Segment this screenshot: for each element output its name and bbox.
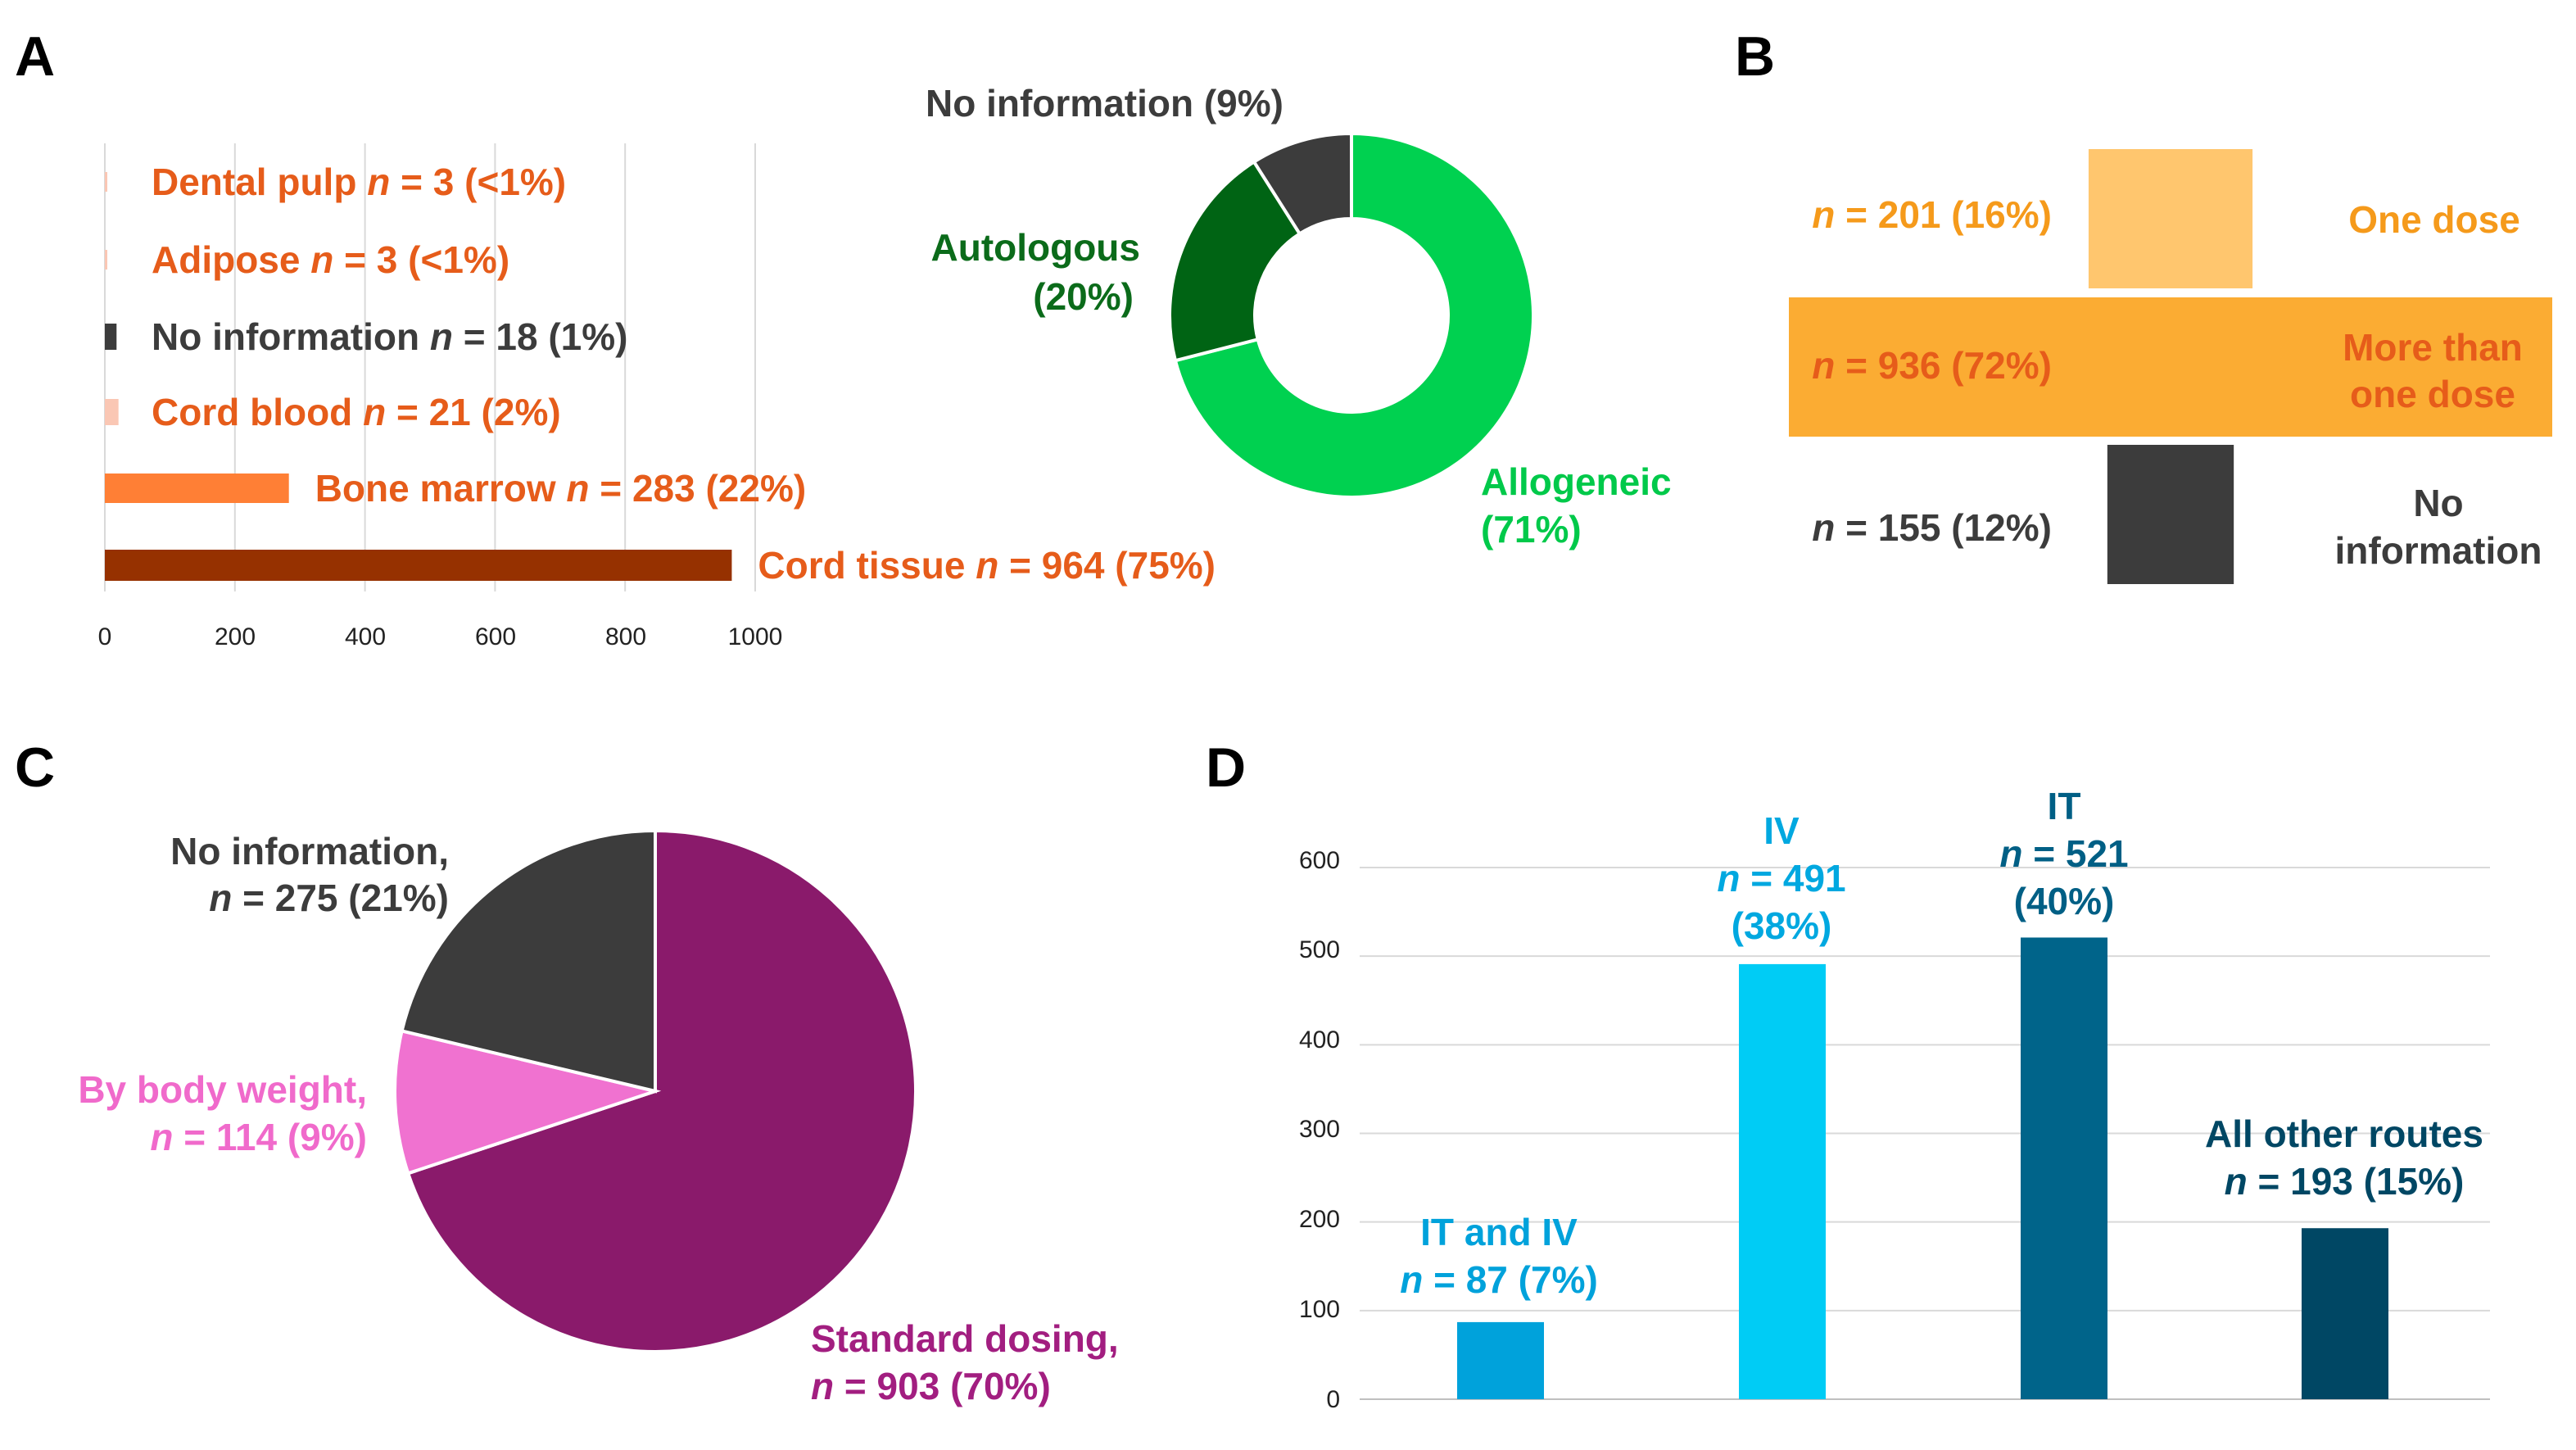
panel-a-donut-chart: No information (9%) Autologous (20%) All… [926,82,1672,551]
panel-a-gridlines [233,143,756,591]
panel-a-x-tick: 800 [605,623,646,650]
panel-d-count-it-and-iv: n = 87 (7%) [1400,1258,1598,1301]
panel-b-dose-funnel: n = 201 (16%) n = 936 (72%) n = 155 (12%… [1789,149,2552,584]
panel-d-count-iv: n = 491 [1717,857,1845,899]
panel-a-label-cord-tissue: Cord tissue n = 964 (75%) [758,544,1216,587]
panel-a-donut-slice-autologous [1168,159,1302,363]
panel-c-pie-slices [393,828,917,1353]
panel-b-count-more-than-one-dose: n = 936 (72%) [1812,344,2052,387]
panel-a-bar-bone-marrow [105,474,289,503]
panel-b-bar-more-than-one-dose [1789,297,2552,437]
panel-a-donut-slice-allogeneic [1173,131,1535,499]
panel-a-bar-chart: Dental pulp n = 3 (<1%) Adipose n = 3 (<… [98,143,1216,650]
panel-d-y-tick: 300 [1299,1116,1340,1143]
panel-b-count-one-dose: n = 201 (16%) [1812,193,2052,236]
panel-letter-b: B [1735,25,1775,88]
panel-d-label-all-other-routes: All other routes [2205,1112,2483,1155]
panel-d-bars [1457,937,2388,1399]
panel-a-x-tick: 200 [215,623,256,650]
panel-a-bar-cord-tissue [105,550,732,581]
panel-d-count-all-other-routes: n = 193 (15%) [2225,1160,2465,1203]
panel-a-x-tick: 600 [475,623,516,650]
panel-d-y-tick-labels: 0 100 200 300 400 500 600 [1299,847,1340,1413]
panel-d-y-tick: 400 [1299,1026,1340,1054]
panel-c-label-by-body-weight: By body weight, [78,1068,367,1111]
panel-b-label-more-than: More than [2343,326,2523,369]
panel-a-x-tick: 400 [345,623,386,650]
panel-c-count-no-information: n = 275 (21%) [209,877,449,919]
panel-d-label-iv: IV [1763,809,1800,852]
panel-d-bar-it-and-iv [1457,1321,1544,1399]
panel-c-count-standard-dosing: n = 903 (70%) [811,1365,1051,1407]
panel-b-bar-one-dose [2088,149,2253,288]
panel-a-donut-slice-no-information-9 [1252,131,1353,237]
panel-b-label-one-dose-2: one dose [2350,373,2515,415]
panel-letter-d: D [1206,736,1246,799]
panel-d-bar-it [2021,937,2107,1399]
panel-c-pie-slice-standard-dosing [405,828,917,1353]
panel-a-label-cord-blood: Cord blood n = 21 (2%) [152,391,561,433]
panel-a-bar-labels: Dental pulp n = 3 (<1%) Adipose n = 3 (<… [152,161,1216,587]
panel-a-label-dental-pulp: Dental pulp n = 3 (<1%) [152,161,566,203]
panel-d-label-it: IT [2048,785,2081,827]
panel-c-pie-chart: No information, n = 275 (21%) By body we… [78,828,1119,1407]
panel-c-label-standard-dosing: Standard dosing, [811,1317,1119,1360]
panel-a-bars [105,172,732,581]
panel-a-x-tick-labels: 0 200 400 600 800 1000 [98,623,783,650]
panel-b-bar-no-information [2107,445,2234,584]
panel-a-bar-cord-blood [105,399,119,425]
panel-a-donut-label-allogeneic: Allogeneic [1481,460,1672,503]
panel-d-pct-iv: (38%) [1732,904,1832,947]
panel-a-bar-adipose [105,250,107,270]
panel-c-pie-slice-by-body-weight [393,1029,662,1176]
panel-a-donut-label-autologous: Autologous [931,226,1141,269]
panel-b-label-one-dose: One dose [2348,198,2520,241]
panel-a-bar-no-information [105,324,117,350]
panel-b-bars [1789,149,2552,584]
panel-c-count-by-body-weight: n = 114 (9%) [150,1116,367,1158]
panel-d-y-tick: 500 [1299,936,1340,963]
panel-d-y-tick: 100 [1299,1296,1340,1323]
panel-a-x-tick: 1000 [728,623,783,650]
panel-d-y-tick: 0 [1326,1386,1340,1413]
panel-a-donut-label-no-information: No information (9%) [926,82,1283,125]
panel-d-bar-labels: IT and IV n = 87 (7%) IV n = 491 (38%) I… [1400,785,2483,1301]
panel-letter-c: C [15,736,55,799]
panel-d-bar-iv [1739,963,1826,1399]
panel-a-label-no-information: No information n = 18 (1%) [152,315,627,358]
panel-d-y-tick: 200 [1299,1206,1340,1233]
panel-d-y-tick: 600 [1299,847,1340,874]
panel-a-donut-pct-allogeneic: (71%) [1481,508,1582,551]
panel-a-donut-pct-autologous: (20%) [1033,275,1134,318]
panel-letter-a: A [15,25,55,88]
panel-b-count-no-information: n = 155 (12%) [1812,506,2052,549]
panel-c-pie-slice-no-information [400,828,657,1094]
panel-b-label-no: No [2413,482,2463,524]
panel-a-bar-dental-pulp [105,172,107,192]
panel-a-label-bone-marrow: Bone marrow n = 283 (22%) [315,467,807,510]
panel-d-label-it-and-iv: IT and IV [1420,1211,1578,1253]
panel-d-count-it: n = 521 [1999,832,2128,875]
panel-a-x-tick: 0 [98,623,112,650]
panel-a-label-adipose: Adipose n = 3 (<1%) [152,238,509,281]
panel-d-pct-it: (40%) [2014,880,2115,922]
panel-d-bar-chart: 0 100 200 300 400 500 600 IT and IV n = … [1299,785,2490,1413]
panel-a-donut-slices [1168,131,1535,499]
panel-b-label-information: information [2335,529,2542,572]
panel-c-label-no-information: No information, [170,830,449,872]
panel-d-bar-all-other-routes [2302,1228,2388,1399]
